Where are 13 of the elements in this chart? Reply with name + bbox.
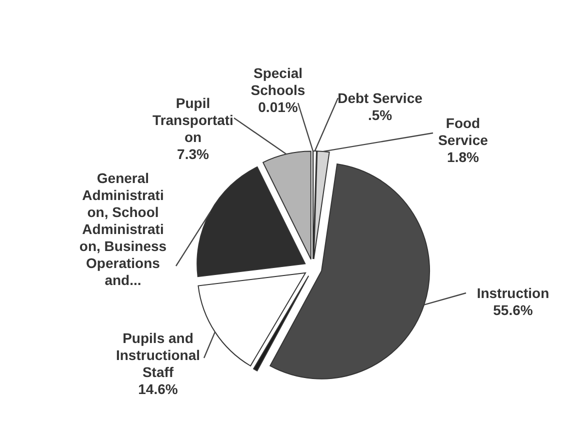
- slice-label: Special Schools: [250, 65, 306, 98]
- slice-label: Food Service: [438, 115, 488, 148]
- data-label: 0.01%: [258, 99, 298, 115]
- data-label: 14.6%: [138, 381, 178, 397]
- slice-label: Instruction: [476, 285, 550, 301]
- data-label: 1.8%: [447, 149, 480, 165]
- slice-label: Pupils and Instructional Staff: [116, 330, 200, 380]
- slice-label: Debt Service: [338, 90, 423, 106]
- slice-label: Pupil Transportation: [152, 95, 234, 145]
- slice-label: General Administration, School Administration, Business Operations and...: [79, 170, 167, 288]
- data-label: .5%: [368, 107, 393, 123]
- data-label: 7.3%: [177, 146, 210, 162]
- data-label: 55.6%: [493, 302, 534, 318]
